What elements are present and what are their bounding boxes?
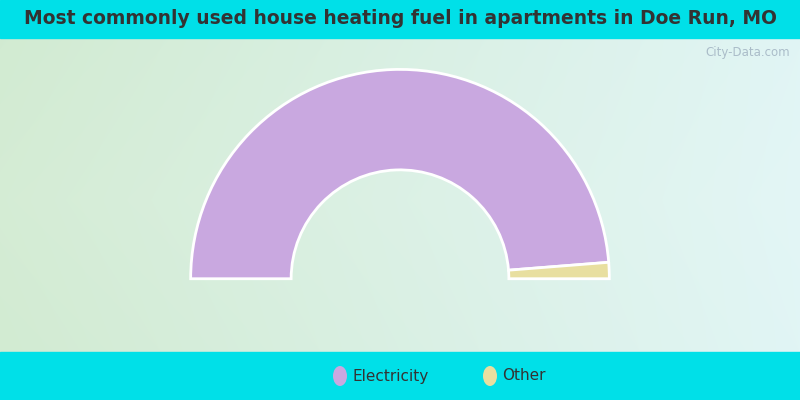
Wedge shape [509, 262, 610, 279]
Text: Electricity: Electricity [352, 368, 428, 384]
Ellipse shape [483, 366, 497, 386]
Bar [0, 352, 800, 400]
Bar [0, 0, 800, 38]
Wedge shape [190, 70, 609, 279]
Ellipse shape [333, 366, 347, 386]
Text: Most commonly used house heating fuel in apartments in Doe Run, MO: Most commonly used house heating fuel in… [23, 10, 777, 28]
Text: Other: Other [502, 368, 546, 384]
Text: City-Data.com: City-Data.com [706, 46, 790, 59]
